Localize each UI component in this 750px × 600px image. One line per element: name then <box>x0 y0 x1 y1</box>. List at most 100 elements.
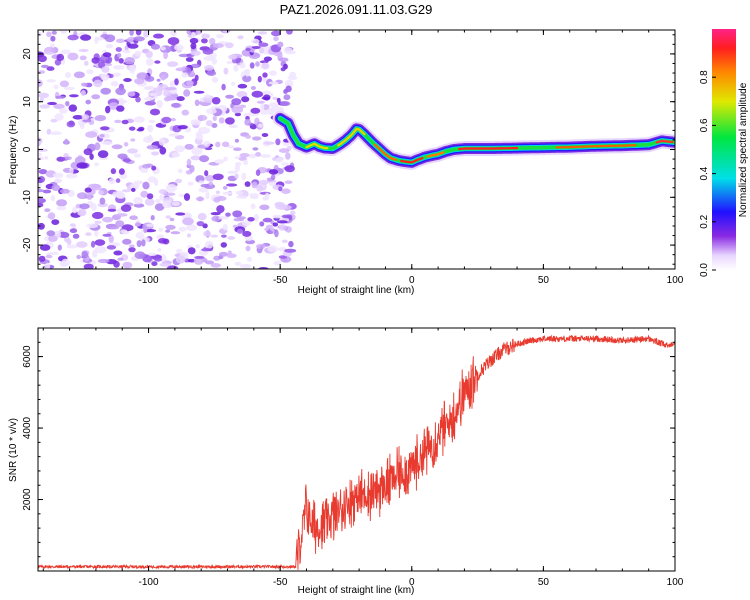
noise-blob <box>228 54 238 60</box>
noise-blob <box>128 126 136 131</box>
noise-blob <box>55 95 66 99</box>
noise-blob <box>227 236 236 240</box>
noise-blob <box>167 37 180 46</box>
noise-blob <box>147 252 157 256</box>
ridge-peak <box>426 151 445 158</box>
noise-blob <box>221 141 230 148</box>
noise-blob <box>227 250 232 256</box>
noise-blob <box>276 220 288 224</box>
noise-blob <box>165 184 177 192</box>
noise-blob <box>76 162 88 169</box>
noise-blob <box>80 34 92 41</box>
noise-blob <box>174 78 179 86</box>
noise-blob <box>290 210 296 215</box>
noise-blob <box>69 167 74 175</box>
noise-blob <box>280 67 286 72</box>
noise-blob <box>140 190 149 198</box>
noise-blob <box>86 223 99 229</box>
noise-blob <box>281 214 293 219</box>
noise-blob <box>234 261 242 266</box>
noise-blob <box>252 147 259 151</box>
noise-blob <box>215 141 221 148</box>
noise-blob <box>279 205 292 210</box>
noise-blob <box>127 91 136 97</box>
noise-blob <box>193 257 204 265</box>
noise-blob <box>211 57 217 65</box>
noise-blob <box>183 193 191 201</box>
noise-blob <box>134 50 142 57</box>
noise-blob <box>168 133 180 137</box>
noise-blob <box>182 217 194 226</box>
noise-blob <box>234 164 240 173</box>
noise-blob <box>216 34 224 39</box>
noise-blob <box>251 90 263 98</box>
noise-blob <box>141 239 146 247</box>
y-tick-label: 4000 <box>22 416 33 439</box>
noise-blob <box>61 258 70 267</box>
noise-blob <box>239 153 250 158</box>
noise-blob <box>163 89 172 98</box>
noise-blob <box>186 224 197 231</box>
noise-blob <box>46 31 52 38</box>
noise-blob <box>250 107 261 114</box>
noise-blob <box>157 248 162 252</box>
noise-blob <box>162 200 174 209</box>
y-tick-label: -10 <box>22 190 33 205</box>
noise-blob <box>218 251 229 257</box>
noise-blob <box>50 118 58 123</box>
noise-blob <box>133 36 145 42</box>
noise-blob <box>104 34 116 43</box>
noise-blob <box>190 119 201 126</box>
noise-blob <box>56 53 65 62</box>
noise-blob <box>253 213 259 222</box>
noise-blob <box>274 229 279 238</box>
x-tick-label: 0 <box>409 577 415 588</box>
noise-blob <box>72 206 78 214</box>
noise-blob <box>123 142 129 147</box>
noise-blob <box>100 134 105 138</box>
noise-blob <box>275 157 284 163</box>
noise-blob <box>158 138 166 146</box>
noise-blob <box>56 206 67 211</box>
noise-blob <box>150 215 155 221</box>
noise-blob <box>113 65 125 70</box>
noise-blob <box>157 238 168 244</box>
ridge-peak <box>400 157 424 164</box>
noise-blob <box>203 140 211 147</box>
noise-blob <box>116 208 122 214</box>
noise-blob <box>174 145 185 153</box>
noise-blob <box>53 103 65 110</box>
noise-blob <box>226 60 233 64</box>
noise-blob <box>97 190 104 195</box>
noise-blob <box>237 83 248 89</box>
noise-blob <box>92 211 104 220</box>
noise-blob <box>154 203 165 211</box>
snr-line <box>38 334 675 570</box>
noise-blob <box>117 52 122 58</box>
noise-blob <box>45 262 51 269</box>
noise-blob <box>76 192 89 200</box>
noise-blob <box>194 255 205 259</box>
x-tick-label: 50 <box>538 275 550 286</box>
noise-blob <box>39 97 44 103</box>
noise-blob <box>269 70 277 76</box>
y-tick-label: 2000 <box>22 488 33 511</box>
noise-blob <box>133 203 145 208</box>
noise-blob <box>78 48 89 53</box>
noise-blob <box>67 34 79 41</box>
noise-blob <box>129 65 136 74</box>
noise-blob <box>267 245 279 253</box>
x-tick-label: -100 <box>139 577 159 588</box>
noise-blob <box>92 249 98 258</box>
noise-blob <box>242 230 252 237</box>
noise-blob <box>225 42 234 49</box>
noise-blob <box>263 56 272 62</box>
ridge-peak <box>458 147 519 151</box>
noise-blob <box>235 190 244 195</box>
noise-blob <box>251 38 260 44</box>
noise-blob <box>235 161 242 167</box>
noise-blob <box>247 217 255 222</box>
noise-blob <box>46 230 56 237</box>
noise-blob <box>209 37 216 45</box>
noise-blob <box>94 142 101 151</box>
